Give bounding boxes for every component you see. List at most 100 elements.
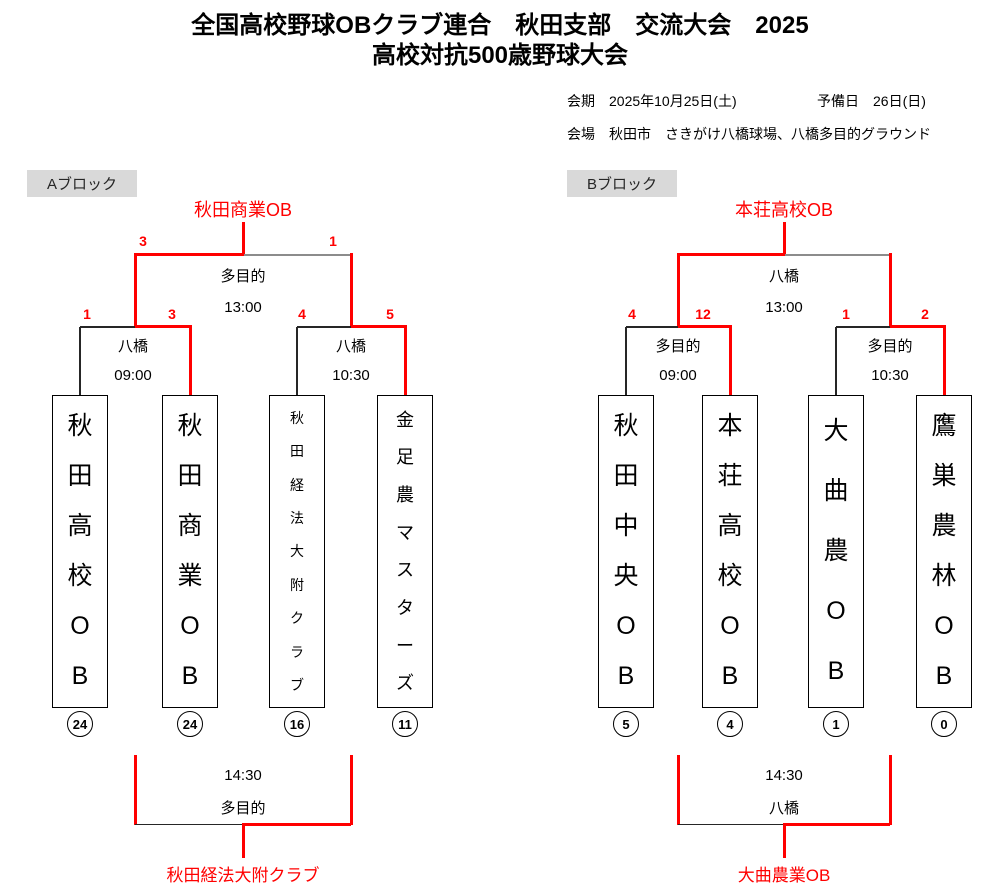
bracket-line bbox=[625, 327, 627, 395]
seed-badge: 24 bbox=[177, 711, 203, 737]
bracket-line bbox=[244, 254, 351, 256]
block-b-badge: Bブロック bbox=[567, 170, 677, 197]
team-name-char: 足 bbox=[396, 447, 414, 468]
team-name-char: タ bbox=[396, 597, 414, 618]
bracket-line bbox=[888, 253, 892, 327]
bracket-line bbox=[79, 327, 81, 395]
block-a-champion-label: 秋田商業OB bbox=[193, 200, 293, 220]
semi2-score-right: 5 bbox=[386, 306, 394, 322]
seed-badge: 16 bbox=[284, 711, 310, 737]
team-name-char: O bbox=[934, 612, 954, 641]
team-name-char: 林 bbox=[931, 562, 957, 591]
semi1-venue: 八橋 bbox=[117, 338, 149, 355]
team-name-char: 曲 bbox=[823, 476, 849, 505]
semi1-score-right: 3 bbox=[168, 306, 176, 322]
semi1-time: 09:00 bbox=[659, 367, 697, 384]
semi1-score-right: 12 bbox=[695, 306, 711, 322]
seed-badge: 11 bbox=[392, 711, 418, 737]
team-name-char: 業 bbox=[177, 562, 203, 591]
bracket-line bbox=[351, 325, 406, 328]
page-title-line2: 高校対抗500歳野球大会 bbox=[371, 42, 629, 69]
bracket-line bbox=[80, 326, 135, 328]
team-box: 大曲農 O B bbox=[808, 395, 864, 708]
semi2-score-left: 4 bbox=[298, 306, 306, 322]
final-venue: 八橋 bbox=[768, 268, 800, 285]
team-name-char: 金 bbox=[396, 409, 414, 430]
bracket-line bbox=[782, 823, 786, 858]
seed-badge: 0 bbox=[931, 711, 957, 737]
bracket-line bbox=[678, 325, 732, 328]
bracket-line bbox=[888, 755, 892, 825]
semi1-score-left: 4 bbox=[628, 306, 636, 322]
consolation-venue: 八橋 bbox=[768, 800, 800, 817]
team-name-char: ラ bbox=[290, 643, 304, 660]
semi1-score-left: 1 bbox=[83, 306, 91, 322]
team-name-char: O bbox=[616, 612, 636, 641]
team-name-char: 田 bbox=[67, 461, 93, 490]
team-name-char: ブ bbox=[290, 677, 304, 694]
team-name-char: 校 bbox=[67, 562, 93, 591]
team-name-char: B bbox=[617, 662, 635, 691]
venue-info: 会場 秋田市 さきがけ八橋球場、八橋多目的グラウンド bbox=[567, 126, 931, 142]
consolation-winner-label: 秋田経法大附クラブ bbox=[166, 866, 320, 885]
team-name-char: ズ bbox=[396, 673, 414, 694]
bracket-line bbox=[785, 254, 890, 256]
final-score-right: 1 bbox=[329, 233, 337, 249]
bracket-line bbox=[836, 326, 890, 328]
team-name-char: 中 bbox=[613, 511, 639, 540]
team-name-char: 大 bbox=[823, 416, 849, 445]
consolation-winner-label: 大曲農業OB bbox=[737, 866, 831, 885]
team-name-char: マ bbox=[396, 522, 414, 543]
bracket-line bbox=[349, 755, 353, 825]
team-name-char: O bbox=[720, 612, 740, 641]
final-time: 13:00 bbox=[224, 299, 262, 316]
final-score-left: 3 bbox=[139, 233, 147, 249]
team-name-char: 田 bbox=[613, 461, 639, 490]
team-name-char: O bbox=[70, 612, 90, 641]
team-name-char: O bbox=[826, 597, 846, 626]
final-venue: 多目的 bbox=[220, 268, 266, 285]
bracket-line bbox=[243, 823, 351, 826]
bracket-line bbox=[676, 253, 680, 327]
consolation-time: 14:30 bbox=[224, 767, 262, 784]
team-name-char: 附 bbox=[290, 576, 304, 593]
team-name-char: 本 bbox=[717, 411, 743, 440]
team-name-char: 鷹 bbox=[931, 411, 957, 440]
team-name-char: 秋 bbox=[290, 409, 304, 426]
team-name-char: 経 bbox=[290, 476, 304, 493]
session-date: 会期 2025年10月25日(土) bbox=[567, 93, 737, 109]
team-name-char: B bbox=[935, 662, 953, 691]
semi2-score-right: 2 bbox=[921, 306, 929, 322]
bracket-line bbox=[403, 325, 407, 395]
seed-badge: 4 bbox=[717, 711, 743, 737]
bracket-line bbox=[133, 253, 137, 327]
team-name-char: 荘 bbox=[717, 461, 743, 490]
team-name-char: 法 bbox=[290, 510, 304, 527]
team-box: 秋田経法大附クラブ bbox=[269, 395, 325, 708]
team-name-char: B bbox=[721, 662, 739, 691]
semi1-venue: 多目的 bbox=[655, 338, 701, 355]
semi2-venue: 多目的 bbox=[867, 338, 913, 355]
bracket-line bbox=[676, 755, 680, 825]
bracket-line bbox=[296, 327, 298, 395]
team-name-char: B bbox=[71, 662, 89, 691]
bracket-line bbox=[241, 823, 245, 858]
bracket-line bbox=[626, 326, 678, 328]
team-name-char: 農 bbox=[396, 485, 414, 506]
bracket-line bbox=[133, 755, 137, 825]
seed-badge: 24 bbox=[67, 711, 93, 737]
team-name-char: 商 bbox=[177, 511, 203, 540]
final-time: 13:00 bbox=[765, 299, 803, 316]
reserve-date: 予備日 26日(日) bbox=[817, 93, 926, 109]
bracket-line bbox=[942, 325, 946, 395]
consolation-venue: 多目的 bbox=[220, 800, 266, 817]
team-name-char: ク bbox=[290, 610, 304, 627]
bracket-line bbox=[349, 253, 353, 327]
semi2-score-left: 1 bbox=[842, 306, 850, 322]
